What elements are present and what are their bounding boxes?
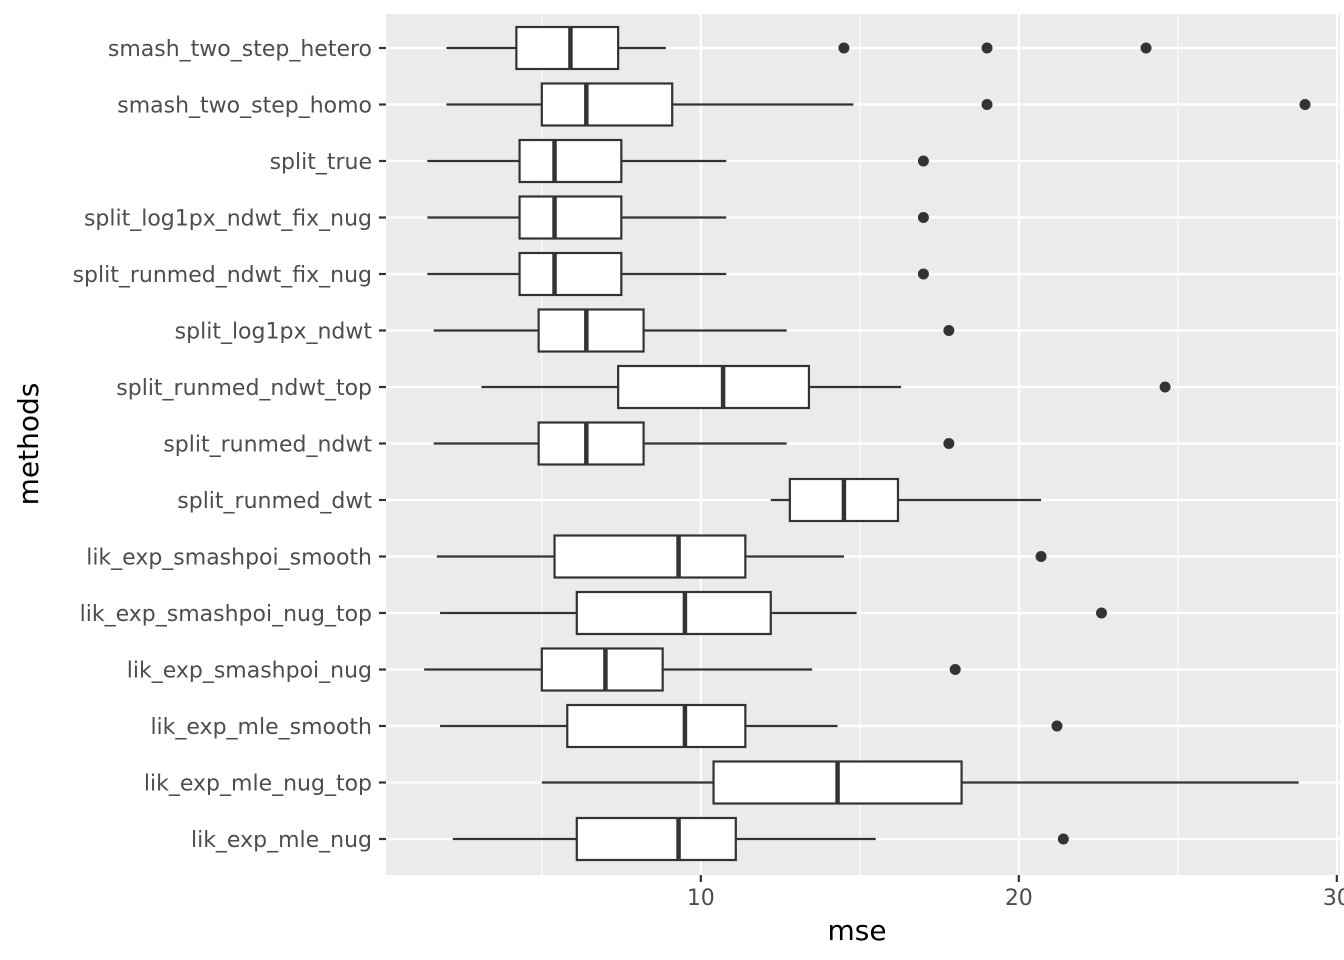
box-split_runmed_dwt [770,477,1042,523]
y-tick-label: lik_exp_smashpoi_nug [127,659,372,684]
iqr-box [575,590,772,636]
iqr-box [617,364,811,410]
iqr-box [518,251,623,297]
box-lik_exp_mle_nug [452,816,1069,862]
boxes [424,25,1311,862]
box-split_log1px_ndwt_fix_nug [427,195,929,240]
x-tick-label: 20 [1005,886,1033,911]
y-tick-label: split_runmed_ndwt [163,433,372,458]
outlier-point [981,99,993,110]
x-tick-label: 30 [1323,886,1344,911]
iqr-box [540,647,664,692]
outlier-point [943,325,955,336]
outlier-point [1140,42,1152,54]
box-split_runmed_ndwt [433,421,955,466]
y-tick-label: lik_exp_smashpoi_nug_top [80,602,372,627]
iqr-box [518,138,623,184]
outlier-point [917,212,929,223]
outlier-point [917,268,929,280]
y-tick-label: split_log1px_ndwt [175,320,373,345]
outlier-point [1159,381,1171,393]
y-tick-label: smash_two_step_homo [117,94,372,119]
outlier-point [1299,99,1311,110]
y-tick-label: lik_exp_mle_smooth [150,715,372,740]
box-lik_exp_smashpoi_nug_top [440,590,1107,636]
y-tick-label: split_runmed_ndwt_top [116,376,372,401]
y-tick-label: lik_exp_mle_nug_top [144,772,372,797]
y-tick-label: lik_exp_smashpoi_smooth [86,546,372,571]
outlier-point [981,42,993,54]
y-tick-label: split_runmed_dwt [177,489,372,514]
iqr-box [566,703,747,749]
iqr-box [518,195,623,240]
y-axis: smash_two_step_hetero smash_two_step_homo… [73,37,386,853]
y-tick-label: lik_exp_mle_nug [191,828,372,853]
outlier-point [1096,607,1107,619]
box-lik_exp_smashpoi_nug [424,647,961,692]
box-lik_exp_mle_nug_top [541,760,1299,805]
y-tick-label: split_true [270,150,372,175]
box-split_runmed_ndwt_top [481,364,1171,410]
iqr-box [537,421,645,466]
box-lik_exp_mle_smooth [440,703,1063,749]
outlier-point [917,155,929,167]
iqr-box [540,82,674,127]
iqr-box [515,25,620,71]
outlier-point [838,42,850,54]
x-axis-title: mse [827,914,886,947]
outlier-point [949,664,961,675]
outlier-point [1057,833,1069,845]
box-smash_two_step_hetero [446,25,1152,71]
x-axis: 10 20 30 [687,875,1344,911]
box-split_true [427,138,929,184]
outlier-point [943,438,955,449]
iqr-box [553,534,747,579]
y-tick-label: split_runmed_ndwt_fix_nug [73,263,372,288]
iqr-box [575,816,737,862]
y-tick-label: split_log1px_ndwt_fix_nug [84,207,372,232]
outlier-point [1035,551,1047,562]
box-smash_two_step_homo [446,82,1311,127]
y-axis-title: methods [12,383,45,506]
box-split_runmed_ndwt_fix_nug [427,251,929,297]
outlier-point [1051,720,1063,732]
x-tick-label: 10 [687,886,715,911]
box-lik_exp_smashpoi_smooth [436,534,1047,579]
y-tick-label: smash_two_step_hetero [108,37,372,62]
iqr-box [537,308,645,353]
box-split_log1px_ndwt [433,308,955,353]
